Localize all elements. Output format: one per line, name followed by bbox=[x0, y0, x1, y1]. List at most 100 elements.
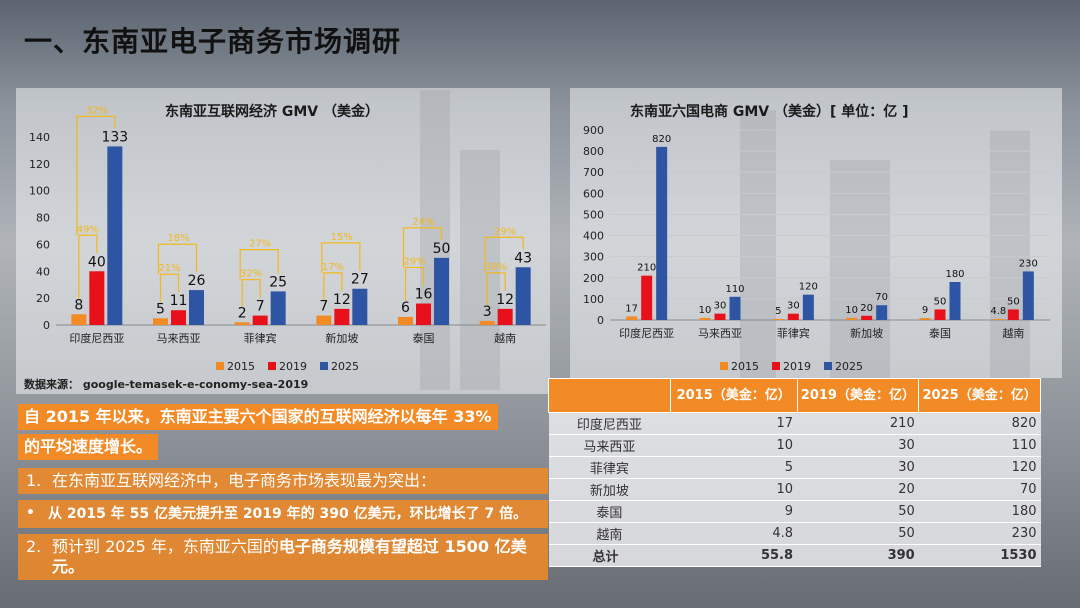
y-tick-label: 100 bbox=[583, 293, 604, 306]
bar-value-label: 50 bbox=[934, 296, 947, 307]
bar-value-label: 26 bbox=[188, 273, 206, 289]
bar-value-label: 210 bbox=[637, 263, 656, 274]
bar-value-label: 5 bbox=[775, 306, 781, 317]
bar bbox=[497, 308, 513, 325]
bar bbox=[316, 315, 332, 325]
bar-value-label: 820 bbox=[652, 134, 671, 145]
table-cell-value: 20 bbox=[797, 478, 919, 501]
bar bbox=[861, 315, 873, 320]
ecommerce-chart-panel bbox=[570, 88, 1062, 378]
list-item-2-text: 预计到 2025 年，东南亚六国的 bbox=[52, 537, 279, 556]
growth-bracket bbox=[323, 272, 343, 300]
bar-value-label: 43 bbox=[514, 250, 532, 266]
bullet-text: 从 2015 年 55 亿美元提升至 2019 年的 390 亿美元，环比增长了… bbox=[48, 506, 528, 522]
table-cell-total-value: 390 bbox=[797, 544, 919, 567]
bar bbox=[71, 314, 87, 325]
growth-label: 27% bbox=[249, 239, 271, 250]
bar bbox=[729, 296, 741, 320]
internet-economy-gmv-chart: 020406080100120140840133印度尼西亚49%32%51126… bbox=[29, 105, 546, 373]
legend-label: 2019 bbox=[279, 360, 307, 373]
growth-label: 32% bbox=[86, 105, 108, 116]
growth-bracket bbox=[402, 227, 443, 268]
bar bbox=[802, 294, 814, 320]
table-row: 印度尼西亚 17 210 820 bbox=[548, 412, 1041, 435]
table-cell-value: 50 bbox=[797, 500, 919, 523]
bar-value-label: 110 bbox=[725, 284, 744, 295]
x-tick-label: 菲律宾 bbox=[244, 331, 277, 345]
x-tick-label: 越南 bbox=[1002, 326, 1024, 340]
y-tick-label: 400 bbox=[583, 230, 604, 243]
bar-value-label: 6 bbox=[401, 300, 410, 316]
growth-label: 29% bbox=[494, 226, 516, 237]
bar bbox=[1007, 309, 1019, 320]
growth-label: 17% bbox=[322, 262, 344, 273]
bar bbox=[787, 313, 799, 320]
legend-label: 2019 bbox=[783, 360, 811, 373]
y-tick-label: 20 bbox=[36, 292, 50, 305]
table-cell-value: 820 bbox=[918, 412, 1041, 435]
growth-label: 38% bbox=[485, 262, 507, 273]
bar bbox=[626, 316, 638, 320]
bar-value-label: 2 bbox=[238, 305, 247, 321]
y-tick-label: 140 bbox=[29, 131, 50, 144]
y-tick-label: 40 bbox=[36, 265, 50, 278]
list-item-1-text: 在东南亚互联网经济中，电子商务市场表现最为突出： bbox=[52, 471, 437, 490]
bar-value-label: 30 bbox=[787, 301, 800, 312]
ecommerce-gmv-chart: 0 100 200 300 400 500 600 700 800 900 17 210 820 印度尼西… bbox=[583, 124, 1050, 373]
table-cell-value: 230 bbox=[918, 522, 1041, 545]
table-cell-value: 210 bbox=[797, 412, 919, 435]
bar bbox=[479, 320, 495, 325]
table-cell-value: 10 bbox=[670, 434, 798, 457]
list-item-2-number: 2. bbox=[26, 537, 42, 556]
table-cell-total-label: 总计 bbox=[548, 544, 671, 567]
x-tick-label: 菲律宾 bbox=[777, 326, 810, 340]
table-cell-country: 马来西亚 bbox=[548, 434, 671, 457]
bar bbox=[171, 310, 186, 325]
bar-value-label: 20 bbox=[860, 303, 873, 314]
table-cell-value: 50 bbox=[797, 522, 919, 545]
bar bbox=[656, 146, 668, 320]
bar-value-label: 50 bbox=[433, 241, 451, 257]
y-tick-label: 80 bbox=[36, 212, 50, 225]
bar-value-label: 70 bbox=[875, 292, 888, 303]
legend-label: 2025 bbox=[835, 360, 863, 373]
growth-bracket bbox=[484, 236, 524, 273]
bar bbox=[949, 282, 961, 320]
bar bbox=[153, 318, 168, 325]
table-cell-value: 4.8 bbox=[670, 522, 798, 545]
internet-economy-chart-panel bbox=[16, 88, 550, 394]
legend-label: 2015 bbox=[731, 360, 759, 373]
bar bbox=[699, 317, 711, 320]
legend-swatch bbox=[216, 362, 224, 370]
legend-label: 2015 bbox=[227, 360, 255, 373]
y-tick-label: 0 bbox=[43, 319, 50, 332]
table-cell-value: 30 bbox=[797, 456, 919, 479]
table-cell-value: 70 bbox=[918, 478, 1041, 501]
ecommerce-chart-title: 东南亚六国电商 GMV （美金）[ 单位：亿 ] bbox=[630, 104, 909, 120]
x-tick-label: 越南 bbox=[494, 331, 516, 345]
bar-value-label: 230 bbox=[1019, 258, 1038, 269]
page-title: 一、东南亚电子商务市场调研 bbox=[24, 25, 402, 58]
bar-value-label: 10 bbox=[845, 305, 858, 316]
bar-value-label: 10 bbox=[699, 305, 712, 316]
legend-label: 2025 bbox=[331, 360, 359, 373]
legend-swatch bbox=[720, 362, 728, 370]
x-tick-label: 印度尼西亚 bbox=[69, 331, 124, 345]
bar-value-label: 4.8 bbox=[990, 306, 1006, 317]
table-cell-value: 110 bbox=[918, 434, 1041, 457]
ecommerce-gmv-table: 2015（美金：亿） 2019（美金：亿） 2025（美金：亿） 印度尼西亚 1… bbox=[548, 378, 1041, 567]
legend-swatch bbox=[268, 362, 276, 370]
data-source-note: 数据来源： google-temasek-e-conomy-sea-2019 bbox=[24, 378, 309, 391]
y-tick-label: 120 bbox=[29, 158, 50, 171]
bar-value-label: 7 bbox=[319, 299, 328, 315]
bar bbox=[334, 308, 350, 325]
summary-text-block: 自 2015 年以来，东南亚主要六个国家的互联网经济以每年 33% 的平均速度增… bbox=[18, 402, 548, 580]
bar-value-label: 50 bbox=[1007, 296, 1020, 307]
x-tick-label: 印度尼西亚 bbox=[619, 326, 674, 340]
bar bbox=[515, 267, 531, 325]
y-tick-label: 800 bbox=[583, 145, 604, 158]
bullet-dot: • bbox=[26, 505, 35, 521]
growth-bracket bbox=[78, 234, 98, 299]
bar-value-label: 7 bbox=[256, 299, 265, 315]
headline-line-1: 自 2015 年以来，东南亚主要六个国家的互联网经济以每年 33% bbox=[18, 404, 498, 430]
